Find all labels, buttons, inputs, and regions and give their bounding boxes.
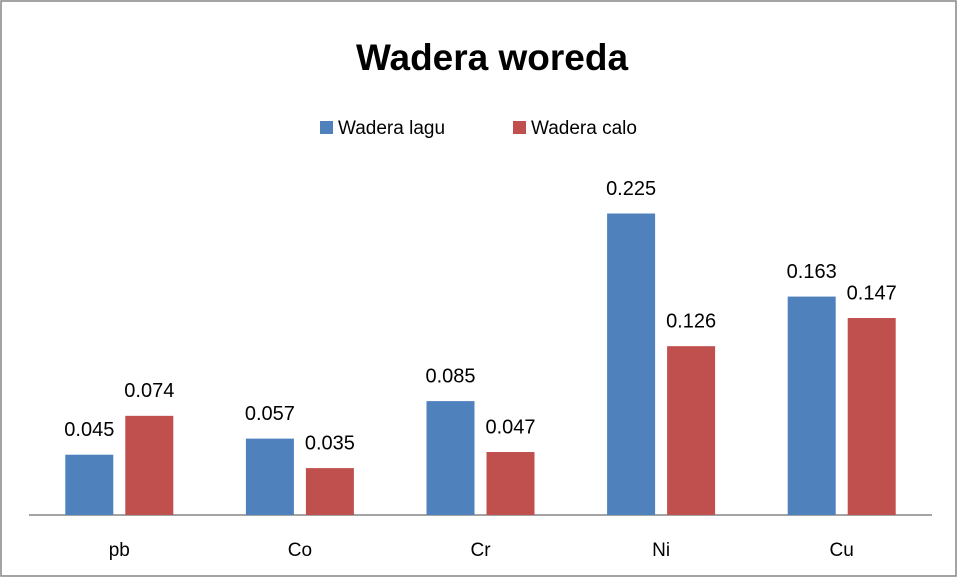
bar [847, 318, 896, 515]
bar [65, 454, 114, 515]
legend-label: Wadera lagu [338, 118, 445, 139]
data-label: 0.147 [847, 282, 897, 304]
x-tick-label: Co [288, 540, 312, 561]
data-label: 0.045 [64, 419, 114, 441]
legend-swatch [513, 121, 526, 134]
bar [667, 346, 716, 515]
bar [125, 415, 174, 515]
x-tick-label: pb [109, 540, 130, 561]
legend-swatch [320, 121, 333, 134]
data-label: 0.225 [606, 178, 656, 200]
data-label: 0.057 [245, 403, 295, 425]
x-tick-label: Ni [652, 540, 670, 561]
data-label: 0.035 [305, 432, 355, 454]
x-tick-label: Cr [470, 540, 491, 561]
bar [245, 438, 294, 515]
legend-label: Wadera calo [531, 118, 637, 139]
bar [426, 401, 475, 515]
data-label: 0.085 [425, 365, 475, 387]
data-label: 0.074 [124, 380, 174, 402]
bar [305, 468, 354, 515]
data-label: 0.047 [485, 416, 535, 438]
chart-title: Wadera woreda [356, 37, 629, 78]
bar [486, 452, 535, 515]
data-label: 0.163 [787, 261, 837, 283]
data-label: 0.126 [666, 310, 716, 332]
bar [607, 213, 656, 515]
bar [787, 296, 836, 515]
x-tick-label: Cu [830, 540, 854, 561]
